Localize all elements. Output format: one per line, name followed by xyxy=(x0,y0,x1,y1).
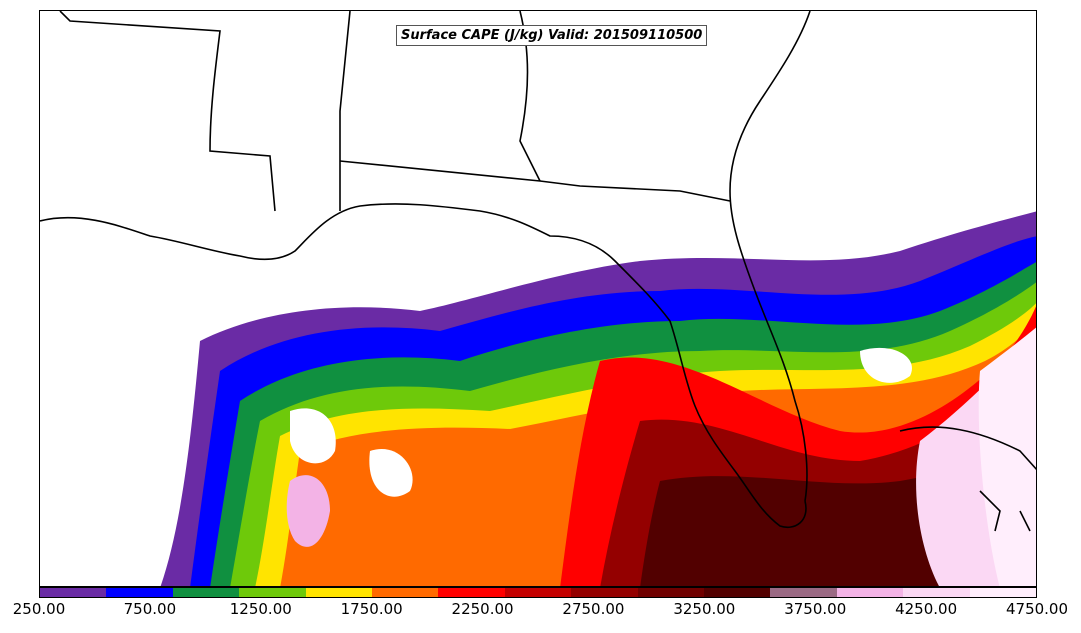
colorbar-tick-label: 1750.00 xyxy=(340,600,403,618)
bahamas-outline xyxy=(979,490,1031,532)
state-border-ms-al xyxy=(339,11,351,211)
colorbar-labels: 250.00 750.00 1250.00 1750.00 2250.00 2750.00… xyxy=(0,600,1081,630)
colorbar-swatch xyxy=(372,588,439,597)
colorbar-tick-label: 250.00 xyxy=(12,600,66,618)
colorbar-tick-label: 3250.00 xyxy=(673,600,736,618)
colorbar xyxy=(39,587,1037,598)
colorbar-tick-label: 1250.00 xyxy=(229,600,292,618)
colorbar-swatch xyxy=(239,588,306,597)
colorbar-tick-label: 4750.00 xyxy=(1005,600,1069,618)
colorbar-swatch xyxy=(106,588,173,597)
map-title: Surface CAPE (J/kg) Valid: 201509110500 xyxy=(396,25,708,46)
cape-hole-2 xyxy=(369,449,413,497)
cape-contour-mauve xyxy=(978,327,1036,586)
coastline-florida-west xyxy=(669,320,807,528)
colorbar-tick-label: 750.00 xyxy=(123,600,177,618)
colorbar-swatch xyxy=(305,588,373,597)
colorbar-swatch xyxy=(172,588,240,597)
colorbar-swatch xyxy=(836,588,904,597)
colorbar-tick-label: 2250.00 xyxy=(451,600,514,618)
colorbar-tick-label: 2750.00 xyxy=(562,600,625,618)
cape-contour-left-pink xyxy=(286,475,330,547)
coastline-gulf xyxy=(40,203,671,322)
cuba-outline xyxy=(899,426,1036,470)
colorbar-swatch xyxy=(704,588,771,597)
map-panel: Surface CAPE (J/kg) Valid: 201509110500 xyxy=(39,10,1037,587)
cape-field xyxy=(160,211,1036,586)
coastline-florida-east xyxy=(729,11,811,502)
colorbar-swatch xyxy=(969,588,1037,597)
colorbar-swatch xyxy=(438,588,505,597)
cape-hole-3 xyxy=(860,347,912,383)
geographic-outlines xyxy=(40,11,1036,532)
colorbar-swatch xyxy=(40,588,107,597)
colorbar-swatch xyxy=(504,588,572,597)
colorbar-tick-label: 3750.00 xyxy=(784,600,847,618)
state-border-al-ga-fl xyxy=(339,160,731,202)
colorbar-tick-label: 4250.00 xyxy=(895,600,958,618)
colorbar-swatch xyxy=(637,588,705,597)
colorbar-swatch xyxy=(903,588,970,597)
state-border-la-ms xyxy=(59,11,276,212)
colorbar-swatch xyxy=(770,588,837,597)
cape-hole-1 xyxy=(290,408,336,464)
colorbar-swatch xyxy=(571,588,638,597)
cape-map xyxy=(40,11,1036,586)
